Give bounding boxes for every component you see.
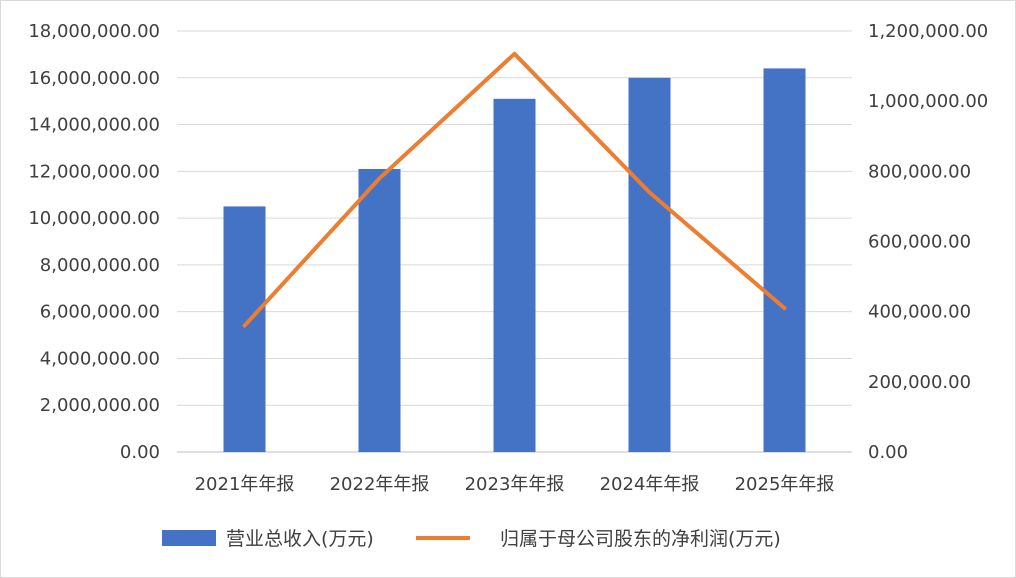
- bar: [493, 98, 536, 453]
- legend-label-bar: 营业总收入(万元): [226, 528, 374, 550]
- right-tick-label: 400,000.00: [868, 302, 971, 323]
- bar-series: [223, 68, 806, 453]
- right-y-axis: 0.00 200,000.00 400,000.00 600,000.00 800,00…: [868, 21, 988, 463]
- right-tick-label: 800,000.00: [868, 161, 971, 182]
- x-tick-label: 2024年年报: [600, 474, 700, 495]
- bar: [358, 168, 401, 452]
- x-tick-label: 2021年年报: [195, 474, 295, 495]
- legend-label-line: 归属于母公司股东的净利润(万元): [500, 528, 781, 550]
- x-tick-label: 2025年年报: [735, 474, 835, 495]
- bar: [628, 77, 671, 453]
- left-tick-label: 0.00: [120, 442, 160, 463]
- left-tick-label: 18,000,000.00: [28, 21, 160, 42]
- x-tick-label: 2022年年报: [330, 474, 430, 495]
- legend-swatch-bar: [162, 530, 216, 546]
- x-axis: 2021年年报 2022年年报 2023年年报 2024年年报 2025年年报: [195, 474, 835, 495]
- right-tick-label: 200,000.00: [868, 372, 971, 393]
- left-tick-label: 16,000,000.00: [28, 68, 160, 89]
- right-tick-label: 600,000.00: [868, 232, 971, 253]
- right-tick-label: 0.00: [868, 442, 908, 463]
- left-y-axis: 0.00 2,000,000.00 4,000,000.00 6,000,000.00…: [28, 21, 160, 463]
- left-tick-label: 8,000,000.00: [40, 255, 160, 276]
- bar: [223, 206, 266, 452]
- left-tick-label: 12,000,000.00: [28, 161, 160, 182]
- left-tick-label: 14,000,000.00: [28, 115, 160, 136]
- left-tick-label: 10,000,000.00: [28, 208, 160, 229]
- right-tick-label: 1,000,000.00: [868, 91, 988, 112]
- left-tick-label: 4,000,000.00: [40, 348, 160, 369]
- x-tick-label: 2023年年报: [465, 474, 565, 495]
- bar: [763, 68, 806, 452]
- gridlines: [177, 30, 852, 453]
- legend: 营业总收入(万元) 归属于母公司股东的净利润(万元): [162, 528, 781, 550]
- line-series: [242, 51, 787, 328]
- right-tick-label: 1,200,000.00: [868, 21, 988, 42]
- left-tick-label: 2,000,000.00: [40, 395, 160, 416]
- left-tick-label: 6,000,000.00: [40, 302, 160, 323]
